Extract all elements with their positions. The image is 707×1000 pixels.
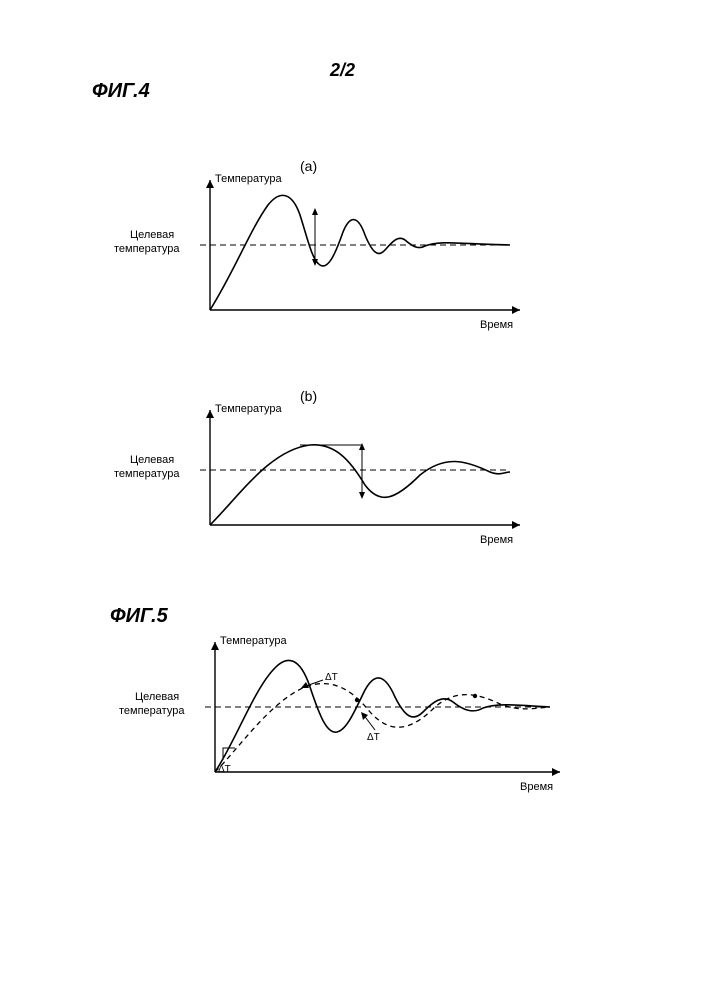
target-label-1: Целевая [130,229,174,241]
x-axis-arrow [512,306,520,314]
x-axis-arrow [552,768,560,776]
y-axis-arrow [206,180,214,188]
chart-fig4b: (b) Температура Время Целевая температур… [100,400,540,565]
delta-label-3: ΔT [367,732,380,743]
figure-5-label: ФИГ.5 [110,605,168,628]
sub-label-b: (b) [300,388,317,404]
page-number: 2/2 [330,60,355,81]
x-label: Время [480,534,513,546]
x-label: Время [520,781,553,793]
amplitude-arrow-top [312,208,318,215]
curve-b [210,445,510,525]
target-label-1: Целевая [130,454,174,466]
target-label-2: температура [114,468,180,480]
y-label: Температура [215,403,283,415]
sub-label-a: (a) [300,158,317,174]
marker-dot [473,694,477,698]
x-axis-arrow [512,521,520,529]
amplitude-arrow-top [359,443,365,450]
target-label-2: температура [119,705,185,717]
chart-fig4a: (a) Температура Время Целевая температур… [100,170,540,350]
marker-dot [355,698,359,702]
figure-4-label: ФИГ.4 [92,80,150,103]
curve-5-dashed [215,684,550,772]
chart-b-svg: Температура Время Целевая температура [100,400,540,560]
chart-5-svg: ΔT ΔT ΔT Температура Время Целевая темпе… [105,632,575,807]
page-container: 2/2 ФИГ.4 ФИГ.5 (a) Температура Время Це… [0,0,707,1000]
delta-label-1: ΔT [218,764,231,775]
target-label-1: Целевая [135,691,179,703]
chart-fig5: ΔT ΔT ΔT Температура Время Целевая темпе… [105,632,575,812]
curve-a [210,195,510,310]
y-label: Температура [215,173,283,185]
target-label-2: температура [114,243,180,255]
y-label: Температура [220,635,288,647]
delta-label-2: ΔT [325,672,338,683]
y-axis-arrow [211,642,219,650]
amplitude-arrow-bot [359,492,365,499]
chart-a-svg: Температура Время Целевая температура [100,170,540,345]
x-label: Время [480,319,513,331]
y-axis-arrow [206,410,214,418]
